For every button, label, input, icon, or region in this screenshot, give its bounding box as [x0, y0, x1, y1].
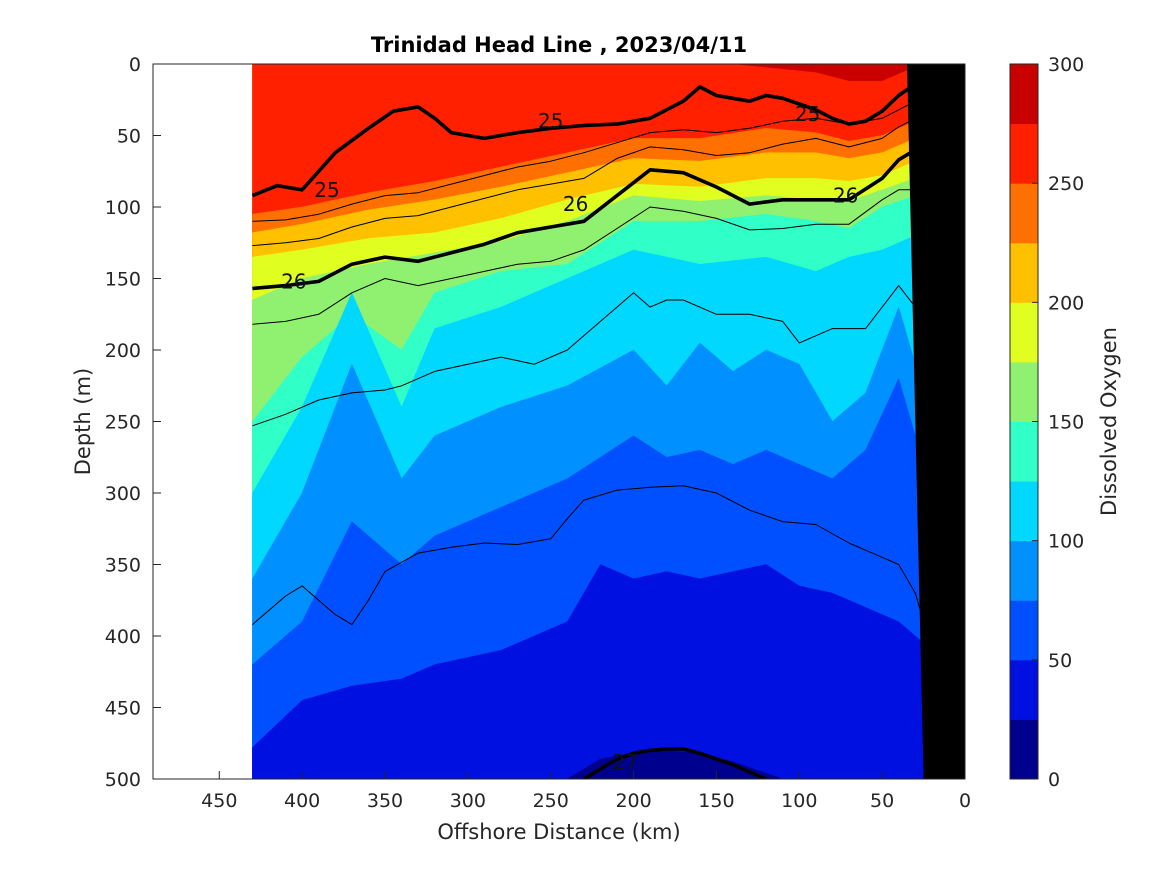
- x-tick-label: 150: [698, 790, 734, 812]
- contour-label-26: 26: [563, 192, 588, 216]
- y-tick-label: 500: [105, 769, 141, 791]
- contour-label-26: 26: [281, 269, 306, 293]
- x-tick-label: 400: [284, 790, 320, 812]
- y-tick-label: 150: [105, 269, 141, 291]
- y-tick-label: 0: [129, 54, 141, 76]
- colorbar-swatch: [1010, 600, 1038, 661]
- density-contour-thin-5: [252, 285, 949, 427]
- x-tick-label: 300: [450, 790, 486, 812]
- colorbar-swatch: [1010, 719, 1038, 780]
- y-tick-label: 400: [105, 626, 141, 648]
- x-tick-label: 100: [781, 790, 817, 812]
- x-tick-label: 350: [367, 790, 403, 812]
- contour-label-text: 26: [833, 184, 858, 208]
- x-tick-label: 200: [615, 790, 651, 812]
- colorbar-tick-label: 150: [1048, 412, 1084, 434]
- density-contour-thin-3: [252, 115, 949, 247]
- colorbar-swatch: [1010, 421, 1038, 482]
- colorbar-tick-label: 300: [1048, 54, 1084, 76]
- colorbar-swatch: [1010, 481, 1038, 542]
- contour-label-27: 27: [613, 750, 638, 774]
- colorbar-tick-label: 250: [1048, 173, 1084, 195]
- y-axis: 0 50 100 150 200 250 300 350 400 450 500: [105, 54, 161, 791]
- y-tick-label: 450: [105, 698, 141, 720]
- colorbar-swatch: [1010, 540, 1038, 601]
- colorbar: 0 50 100 150 200 250 300: [1009, 54, 1084, 791]
- x-tick-label: 450: [201, 790, 237, 812]
- x-tick-label: 50: [870, 790, 894, 812]
- colorbar-swatch: [1010, 183, 1038, 244]
- contour-label-25: 25: [538, 109, 563, 133]
- y-tick-label: 100: [105, 197, 141, 219]
- colorbar-swatch: [1010, 64, 1038, 125]
- contour-label-text: 25: [795, 102, 820, 126]
- colorbar-swatch: [1010, 361, 1038, 422]
- contour-label-26: 26: [833, 184, 858, 208]
- plot-area: 25 25 25 26 26 26 27: [251, 64, 965, 779]
- colorbar-swatch: [1010, 123, 1038, 184]
- chart-title: Trinidad Head Line , 2023/04/11: [371, 33, 747, 57]
- contour-label-text: 26: [563, 192, 588, 216]
- colorbar-tick-label: 100: [1048, 531, 1084, 553]
- contour-label-text: 26: [281, 269, 306, 293]
- colorbar-tick-label: 0: [1048, 769, 1060, 791]
- contour-label-25: 25: [795, 102, 820, 126]
- density-contour-thin-4: [252, 189, 949, 325]
- contour-label-text: 25: [314, 178, 339, 202]
- contour-label-text: 25: [538, 109, 563, 133]
- density-contour-thin-2: [252, 75, 949, 222]
- x-axis-title: Offshore Distance (km): [437, 820, 680, 844]
- oxygen-band-below-50: [252, 564, 933, 779]
- y-tick-label: 350: [105, 555, 141, 577]
- y-tick-label: 250: [105, 412, 141, 434]
- y-axis-title: Depth (m): [71, 368, 95, 475]
- bathymetry: [907, 64, 965, 779]
- contour-label-25: 25: [314, 178, 339, 202]
- density-contour-thin-6: [252, 485, 949, 779]
- contour-label-text: 27: [613, 750, 638, 774]
- colorbar-swatch: [1010, 242, 1038, 303]
- colorbar-swatch: [1010, 302, 1038, 363]
- x-axis: 450 400 350 300 250 200 150 100 50 0: [201, 771, 971, 812]
- colorbar-tick-label: 50: [1048, 650, 1072, 672]
- colorbar-swatch: [1010, 659, 1038, 720]
- y-tick-label: 200: [105, 340, 141, 362]
- y-tick-label: 300: [105, 483, 141, 505]
- density-contour-26: [252, 148, 950, 291]
- x-tick-label: 0: [959, 790, 971, 812]
- x-tick-label: 250: [533, 790, 569, 812]
- density-contour-27: [582, 747, 767, 779]
- colorbar-tick-label: 200: [1048, 292, 1084, 314]
- colorbar-title: Dissolved Oxygen: [1097, 327, 1121, 516]
- y-tick-label: 50: [117, 126, 141, 148]
